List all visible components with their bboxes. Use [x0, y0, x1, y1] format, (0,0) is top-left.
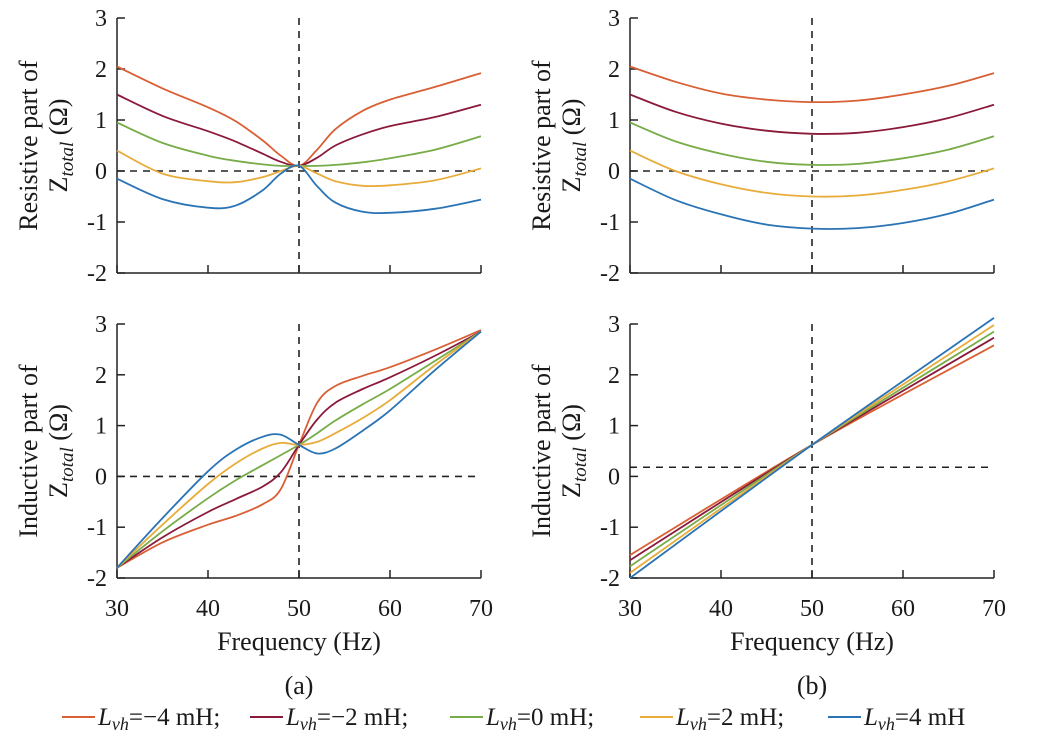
y-tick-label: 1	[95, 108, 107, 134]
legend-label-3: Lvh=2 mH;	[675, 704, 784, 734]
y-tick-label: -1	[87, 210, 107, 236]
y-tick-label: -2	[600, 566, 620, 592]
series-line-2	[629, 121, 995, 166]
y-axis-label-unit: (Ω)	[557, 99, 586, 142]
legend-var: L	[97, 704, 112, 731]
y-tick-label: 3	[95, 6, 107, 32]
series-line-0	[629, 65, 995, 104]
y-tick-label: 0	[608, 464, 620, 490]
legend-var: L	[863, 704, 878, 731]
x-tick-label: 40	[196, 596, 220, 622]
y-axis-label-line1: Inductive part of	[14, 364, 43, 538]
y-axis-label-line2: Ztotal (Ω)	[557, 404, 591, 498]
x-tick-label: 60	[891, 596, 915, 622]
y-tick-label: 1	[608, 108, 620, 134]
series-line-4	[116, 330, 482, 569]
x-tick-label: 70	[982, 596, 1006, 622]
legend-var: L	[485, 704, 500, 731]
x-tick-label: 40	[709, 596, 733, 622]
y-axis-label-sub: total	[570, 142, 591, 177]
legend-label-0: Lvh=−4 mH;	[97, 704, 220, 734]
legend-label-1: Lvh=−2 mH;	[285, 704, 408, 734]
series-line-3	[629, 149, 995, 198]
y-tick-label: 0	[95, 464, 107, 490]
y-axis-label-sub: total	[57, 142, 78, 177]
panel-caption: (a)	[285, 671, 314, 700]
legend-var: L	[285, 704, 300, 731]
y-tick-label: 1	[608, 414, 620, 440]
legend-var: L	[675, 704, 690, 731]
y-tick-label: -1	[87, 515, 107, 541]
x-tick-label: 30	[618, 596, 642, 622]
y-axis-label-unit: (Ω)	[44, 99, 73, 142]
y-axis-label-z: Z	[557, 482, 586, 498]
x-axis-label: Frequency (Hz)	[217, 627, 381, 656]
y-axis-label-line1: Inductive part of	[527, 364, 556, 538]
series-line-4	[116, 164, 482, 215]
y-tick-label: 3	[95, 312, 107, 338]
legend-sub: vh	[112, 714, 129, 734]
chart-panel-b-bottom: 3 2 1 0 -1 -2 30 40 50 60 70 Inductive part of Ztota…	[527, 312, 1006, 656]
x-tick-label: 50	[800, 596, 824, 622]
legend-value: =0 mH;	[517, 704, 594, 731]
y-tick-label: 2	[608, 57, 620, 83]
y-tick-label: 1	[95, 414, 107, 440]
x-tick-label: 50	[287, 596, 311, 622]
y-tick-label: 2	[95, 57, 107, 83]
chart-panel-a-bottom: 3 2 1 0 -1 -2 30 40 50 60 70 Inductive part of Ztota…	[14, 312, 493, 656]
y-axis-label-unit: (Ω)	[557, 404, 586, 447]
x-axis-label: Frequency (Hz)	[730, 627, 894, 656]
y-tick-label: -1	[600, 210, 620, 236]
y-tick-label: -2	[87, 566, 107, 592]
y-tick-label: -1	[600, 515, 620, 541]
series-line-1	[629, 93, 995, 135]
y-axis-label-sub: total	[57, 447, 78, 482]
legend-value: =4 mH	[895, 704, 965, 731]
x-tick-label: 70	[469, 596, 493, 622]
y-axis-label-z: Z	[44, 482, 73, 498]
y-axis-label-line1: Resistive part of	[527, 60, 556, 231]
y-tick-label: 0	[608, 159, 620, 185]
y-tick-label: 2	[95, 363, 107, 389]
legend-value: =2 mH;	[707, 704, 784, 731]
legend-sub: vh	[878, 714, 895, 734]
y-axis-label-line2: Ztotal (Ω)	[557, 99, 591, 193]
y-tick-label: 0	[95, 159, 107, 185]
series-line-4	[629, 317, 995, 579]
y-axis-label-sub: total	[570, 447, 591, 482]
legend-label-4: Lvh=4 mH	[863, 704, 965, 734]
x-tick-label: 60	[378, 596, 402, 622]
legend-value: =−2 mH;	[317, 704, 408, 731]
y-axis-label-line2: Ztotal (Ω)	[44, 99, 78, 193]
y-tick-label: 3	[608, 312, 620, 338]
legend-sub: vh	[690, 714, 707, 734]
y-axis-label-line1: Resistive part of	[14, 60, 43, 231]
legend-label-2: Lvh=0 mH;	[485, 704, 594, 734]
y-axis-label-line2: Ztotal (Ω)	[44, 404, 78, 498]
series-line-1	[116, 93, 482, 167]
y-tick-label: 3	[608, 6, 620, 32]
series-line-2	[116, 121, 482, 167]
legend-sub: vh	[300, 714, 317, 734]
panel-caption: (b)	[797, 671, 827, 700]
y-axis-label-z: Z	[557, 177, 586, 193]
legend-sub: vh	[500, 714, 517, 734]
chart-panel-a-top: 3 2 1 0 -1 -2 Resistive part of Ztotal (Ω)	[14, 6, 482, 287]
series-line-1	[629, 336, 995, 561]
chart-panel-b-top: 3 2 1 0 -1 -2 Resistive part of Ztotal (Ω)	[527, 6, 995, 287]
series-line-4	[629, 177, 995, 230]
y-tick-label: -2	[87, 261, 107, 287]
x-tick-label: 30	[105, 596, 129, 622]
y-axis-label-unit: (Ω)	[44, 404, 73, 447]
y-tick-label: -2	[600, 261, 620, 287]
legend-value: =−4 mH;	[129, 704, 220, 731]
y-axis-label-z: Z	[44, 177, 73, 193]
y-tick-label: 2	[608, 363, 620, 389]
legend: Lvh=−4 mH; Lvh=−2 mH; Lvh=0 mH; Lvh=2 mH; Lv…	[62, 704, 965, 734]
